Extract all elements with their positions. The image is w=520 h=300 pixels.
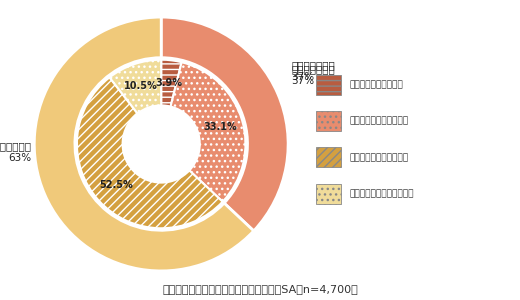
Text: あまり摂取できていない: あまり摂取できていない (349, 153, 409, 162)
Text: 図２：１日に必要な野菜摂取量の摂取（SA：n=4,700）: 図２：１日に必要な野菜摂取量の摂取（SA：n=4,700） (162, 284, 358, 294)
Text: 3.9%: 3.9% (155, 78, 182, 88)
FancyBboxPatch shape (316, 184, 341, 203)
Wedge shape (161, 60, 181, 106)
Text: 摂取できていない
63%: 摂取できていない 63% (0, 141, 31, 163)
Text: だいたい摂取できている: だいたい摂取できている (349, 116, 409, 125)
Wedge shape (110, 60, 161, 113)
Text: 摂取できている
37%: 摂取できている 37% (291, 64, 335, 86)
Wedge shape (34, 17, 254, 271)
FancyBboxPatch shape (316, 75, 341, 95)
Text: ほとんど摂取できていない: ほとんど摂取できていない (349, 189, 414, 198)
FancyBboxPatch shape (316, 147, 341, 167)
Wedge shape (171, 62, 245, 202)
Text: 52.5%: 52.5% (99, 180, 133, 190)
Text: いつも摂取できている: いつも摂取できている (349, 80, 403, 89)
Text: 33.1%: 33.1% (203, 122, 237, 132)
Wedge shape (161, 17, 288, 231)
Text: 10.5%: 10.5% (124, 81, 158, 91)
FancyBboxPatch shape (316, 111, 341, 131)
Text: 摂取できている
37%: 摂取できている 37% (291, 60, 335, 82)
Wedge shape (77, 77, 223, 228)
